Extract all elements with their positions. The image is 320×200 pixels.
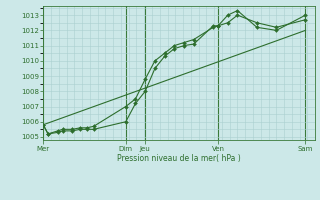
X-axis label: Pression niveau de la mer( hPa ): Pression niveau de la mer( hPa ) [117, 154, 241, 163]
